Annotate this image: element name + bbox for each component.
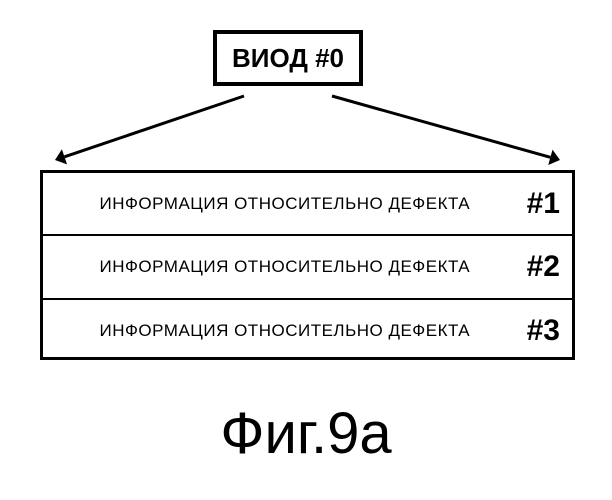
defect-row-label: ИНФОРМАЦИЯ ОТНОСИТЕЛЬНО ДЕФЕКТА xyxy=(43,194,527,214)
table-row: ИНФОРМАЦИЯ ОТНОСИТЕЛЬНО ДЕФЕКТА #1 xyxy=(43,173,572,236)
top-node-box: ВИОД #0 xyxy=(213,30,363,86)
figure-caption-text: Фиг.9a xyxy=(220,401,391,466)
defect-row-label: ИНФОРМАЦИЯ ОТНОСИТЕЛЬНО ДЕФЕКТА xyxy=(43,257,527,277)
arrow-right xyxy=(332,96,560,165)
figure-caption: Фиг.9a xyxy=(0,400,612,467)
defect-table: ИНФОРМАЦИЯ ОТНОСИТЕЛЬНО ДЕФЕКТА #1 ИНФОР… xyxy=(40,170,575,360)
table-row: ИНФОРМАЦИЯ ОТНОСИТЕЛЬНО ДЕФЕКТА #2 xyxy=(43,236,572,299)
defect-row-num: #3 xyxy=(527,314,572,348)
defect-row-label: ИНФОРМАЦИЯ ОТНОСИТЕЛЬНО ДЕФЕКТА xyxy=(43,321,527,341)
arrow-left xyxy=(55,96,244,164)
defect-row-num: #1 xyxy=(527,187,572,221)
table-row: ИНФОРМАЦИЯ ОТНОСИТЕЛЬНО ДЕФЕКТА #3 xyxy=(43,300,572,363)
top-node-label: ВИОД #0 xyxy=(232,43,344,74)
defect-row-num: #2 xyxy=(527,250,572,284)
